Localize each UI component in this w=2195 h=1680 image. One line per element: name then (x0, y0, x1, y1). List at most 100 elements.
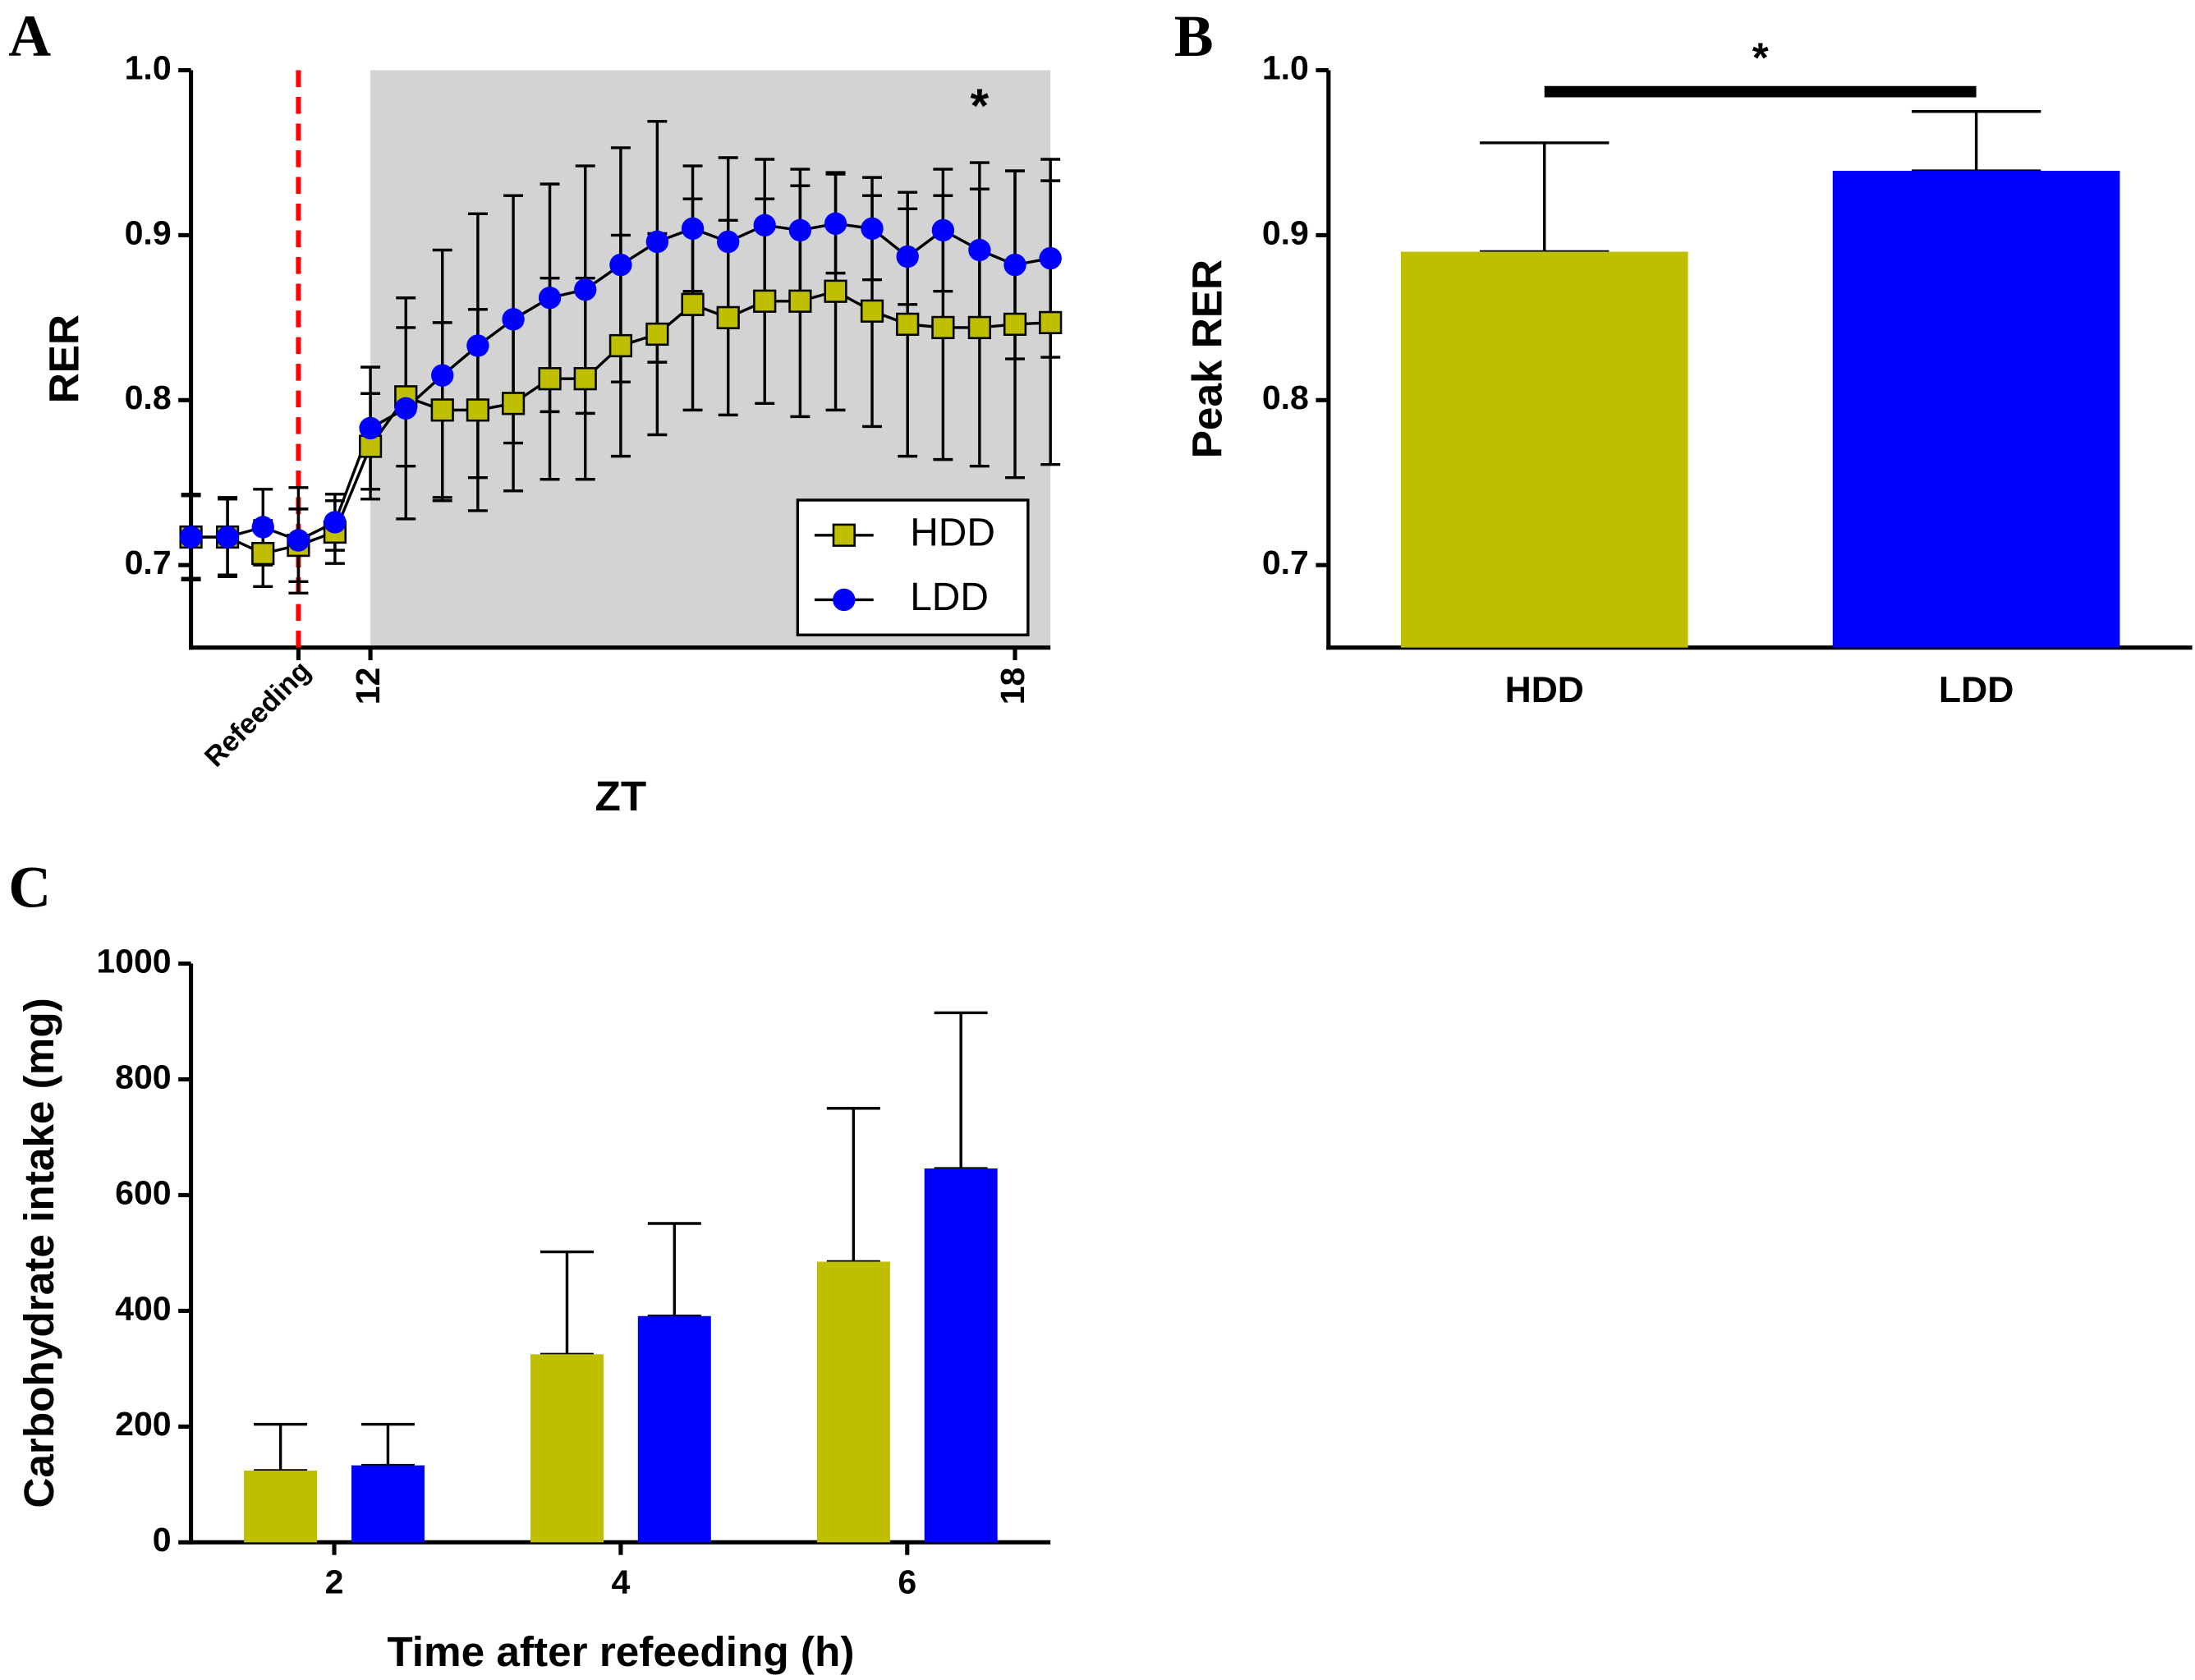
data-point (324, 511, 347, 534)
data-point (502, 308, 525, 331)
error-bar (1480, 141, 1610, 254)
x-tick-label: 6 (898, 1563, 916, 1601)
error-bar (540, 1250, 594, 1356)
data-point (753, 289, 777, 313)
panel-letter: A (8, 3, 51, 69)
bar (637, 1315, 711, 1543)
data-point (574, 278, 597, 301)
data-point (179, 526, 203, 549)
panel-c: C Carbohydrate intake (mg) Time after refe… (8, 854, 1051, 1675)
y-tick-label: 0.9 (125, 213, 172, 251)
y-tick-label: 0.7 (125, 544, 172, 581)
y-axis-label: RER (41, 314, 88, 403)
data-point (681, 217, 705, 241)
bar (351, 1465, 425, 1543)
data-point (896, 245, 919, 269)
bar (924, 1168, 998, 1543)
y-tick-label: 800 (115, 1058, 171, 1095)
y-tick-label: 1000 (96, 942, 171, 980)
data-point (753, 213, 776, 237)
data-point (394, 397, 417, 420)
annotation: * (971, 80, 990, 133)
x-tick-label: LDD (1939, 670, 2014, 710)
data-point (1039, 310, 1063, 335)
data-point (466, 334, 489, 357)
legend-marker (833, 588, 856, 612)
data-point (788, 218, 812, 242)
data-point (538, 287, 562, 310)
x-tick-label: Refeeding (199, 655, 317, 773)
y-tick-label: 600 (115, 1173, 171, 1211)
data-point (716, 305, 740, 329)
data-point (501, 392, 526, 415)
error-bar (826, 1107, 880, 1264)
data-point (645, 230, 669, 254)
data-point (216, 526, 239, 549)
significance-label: * (1752, 34, 1769, 81)
error-bar (1911, 110, 2041, 172)
y-tick-label: 0.7 (1262, 544, 1309, 581)
data-point (608, 333, 633, 358)
y-tick-label: 200 (115, 1405, 171, 1443)
data-point (717, 230, 740, 254)
data-point (645, 322, 669, 347)
data-point (287, 529, 310, 552)
error-bar (934, 1011, 988, 1170)
data-point (788, 289, 812, 313)
bar (816, 1261, 890, 1543)
data-point (1003, 253, 1026, 277)
legend-label: LDD (910, 576, 989, 619)
x-tick-label: 18 (994, 668, 1031, 705)
data-point (681, 292, 705, 316)
data-point (538, 367, 562, 391)
y-tick-label: 0.8 (125, 379, 172, 416)
data-point (1039, 246, 1062, 270)
x-tick-label: 12 (349, 668, 387, 705)
error-bar (647, 1222, 701, 1318)
data-point (466, 398, 490, 422)
panel-a: A RER ZT 0.7 0.8 0.9 1.0 Refeeding 12 18 * HDD LDD (8, 3, 1063, 819)
panel-letter: C (8, 854, 51, 920)
bar (244, 1470, 318, 1543)
y-tick-label: 1.0 (1262, 48, 1309, 86)
data-point (609, 253, 632, 277)
data-point (431, 364, 454, 387)
data-point (824, 279, 847, 303)
data-point (931, 315, 955, 340)
data-point (573, 367, 597, 391)
y-tick-label: 0.9 (1262, 213, 1309, 251)
x-tick-label: 4 (611, 1563, 630, 1601)
error-bar (360, 1422, 415, 1467)
bar (1400, 251, 1688, 648)
x-tick-label: 2 (325, 1563, 344, 1601)
data-point (1003, 312, 1027, 337)
data-point (824, 212, 847, 236)
legend-box (796, 498, 1030, 636)
bar (1832, 171, 2120, 648)
data-point (251, 516, 274, 539)
panel-b: B Peak RER 0.7 0.8 0.9 1.0 HDD LDD * (1174, 3, 2193, 710)
y-tick-label: 0.8 (1262, 379, 1309, 416)
data-point (430, 398, 454, 422)
error-bar (254, 1422, 308, 1472)
data-point (359, 416, 382, 440)
bar (530, 1354, 604, 1543)
y-tick-label: 1.0 (125, 48, 172, 86)
x-axis-label: Time after refeeding (h) (387, 1628, 854, 1675)
y-tick-label: 400 (115, 1289, 171, 1327)
data-point (968, 238, 991, 262)
legend-marker (832, 523, 856, 547)
y-tick-label: 0 (153, 1521, 172, 1558)
y-axis-label: Carbohydrate intake (mg) (16, 998, 62, 1508)
data-point (931, 218, 955, 242)
x-tick-label: HDD (1505, 670, 1584, 710)
data-point (251, 542, 275, 566)
x-axis-label: ZT (595, 773, 647, 819)
data-point (860, 299, 884, 323)
data-point (896, 312, 920, 337)
panel-letter: B (1174, 3, 1214, 69)
y-axis-label: Peak RER (1184, 259, 1231, 458)
data-point (967, 315, 991, 340)
